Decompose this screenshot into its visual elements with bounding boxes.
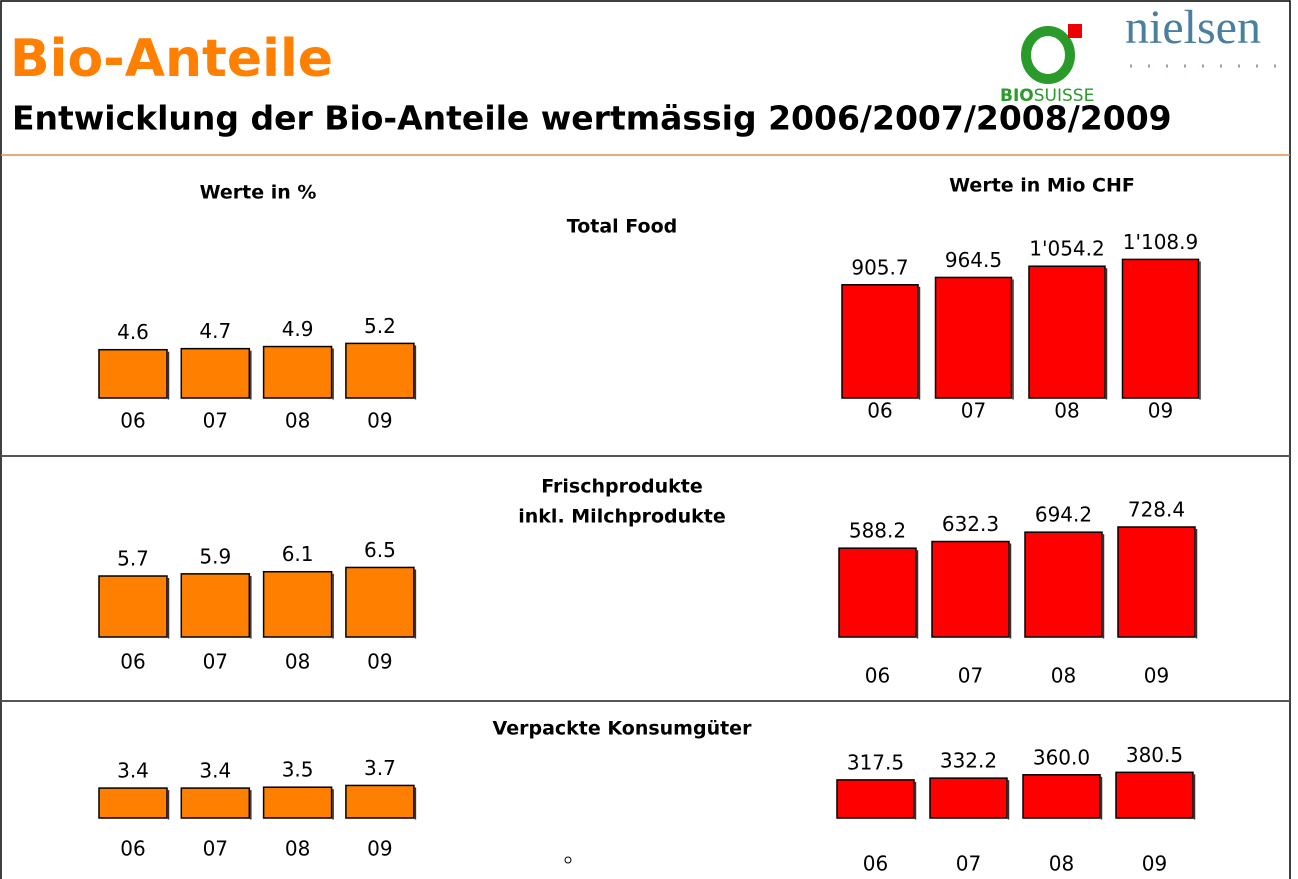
bar [841, 284, 919, 399]
biosuisse-logo: BIOSUISSE [1000, 24, 1094, 106]
value-label: 5.2 [364, 314, 396, 338]
bar [345, 784, 415, 819]
logo-suisse: SUISSE [1034, 86, 1095, 106]
value-label: 3.7 [364, 756, 396, 780]
value-label: 6.1 [282, 542, 314, 566]
category-label: 08 [285, 650, 310, 674]
bar [838, 547, 917, 638]
value-label: 5.9 [199, 544, 231, 568]
value-label: 3.4 [199, 759, 231, 783]
column-header: Werte in % [200, 182, 317, 204]
value-label: 4.6 [117, 320, 149, 344]
value-label: 1'054.2 [1029, 237, 1104, 261]
category-label: 06 [120, 837, 145, 861]
bar [836, 779, 915, 819]
logo-bio: BIO [1000, 86, 1034, 106]
bar [262, 345, 333, 399]
value-label: 1'108.9 [1123, 230, 1198, 254]
bar [98, 348, 168, 399]
bar [1028, 265, 1106, 399]
category-label: 07 [961, 399, 986, 423]
category-label: 06 [867, 399, 892, 423]
logo-ring [1021, 26, 1075, 84]
bar [1022, 774, 1101, 819]
category-label: 08 [285, 409, 310, 433]
category-label: 07 [203, 650, 228, 674]
logo-flag [1068, 24, 1082, 38]
section-title: Verpackte Konsumgüter [493, 718, 753, 740]
category-label: 09 [367, 650, 392, 674]
bar [180, 347, 251, 399]
bar [1121, 258, 1200, 399]
slide-subtitle: Entwicklung der Bio-Anteile wertmässig 2… [12, 99, 1172, 138]
value-label: 964.5 [945, 248, 1002, 272]
section-title: Frischprodukte [541, 476, 703, 498]
section-title: Total Food [567, 216, 677, 238]
value-label: 332.2 [940, 749, 997, 773]
decor-dot [564, 856, 572, 864]
bar [1024, 531, 1103, 638]
category-label: 06 [120, 409, 145, 433]
bar [929, 777, 1008, 819]
category-label: 09 [1148, 399, 1173, 423]
value-label: 4.9 [282, 317, 314, 341]
value-label: 5.7 [117, 547, 149, 571]
bar [98, 575, 168, 638]
value-label: 588.2 [849, 519, 906, 543]
section-title: inkl. Milchprodukte [518, 506, 726, 528]
value-label: 380.5 [1126, 743, 1183, 767]
bar [180, 573, 251, 638]
bar [345, 566, 415, 638]
category-label: 08 [285, 837, 310, 861]
category-label: 06 [120, 650, 145, 674]
slide-title: Bio-Anteile [10, 29, 333, 89]
category-label: 08 [1051, 664, 1076, 688]
nielsen-logo: nielsen [1125, 1, 1261, 54]
bar [262, 786, 333, 819]
category-label: 07 [958, 664, 983, 688]
bar [262, 570, 333, 638]
bar [345, 342, 415, 399]
value-label: 694.2 [1035, 503, 1092, 527]
bar [98, 787, 168, 819]
category-label: 07 [956, 852, 981, 876]
value-label: 4.7 [199, 319, 231, 343]
bar [934, 276, 1013, 399]
category-label: 09 [367, 409, 392, 433]
value-label: 3.5 [282, 758, 314, 782]
category-label: 07 [203, 409, 228, 433]
value-label: 317.5 [847, 750, 904, 774]
logo-text: BIOSUISSE [1000, 86, 1094, 106]
value-label: 360.0 [1033, 745, 1090, 769]
value-label: 6.5 [364, 538, 396, 562]
value-label: 905.7 [851, 255, 908, 279]
category-label: 09 [1144, 664, 1169, 688]
category-label: 09 [367, 837, 392, 861]
bar [180, 787, 251, 819]
bar [931, 540, 1010, 638]
category-label: 09 [1142, 852, 1167, 876]
category-label: 08 [1054, 399, 1079, 423]
category-label: 07 [203, 837, 228, 861]
column-header: Werte in Mio CHF [949, 175, 1135, 197]
value-label: 632.3 [942, 512, 999, 536]
bar [1117, 526, 1196, 638]
value-label: 728.4 [1128, 498, 1185, 522]
value-label: 3.4 [117, 759, 149, 783]
category-label: 08 [1049, 852, 1074, 876]
category-label: 06 [865, 664, 890, 688]
category-label: 06 [863, 852, 888, 876]
bar [1115, 771, 1194, 819]
